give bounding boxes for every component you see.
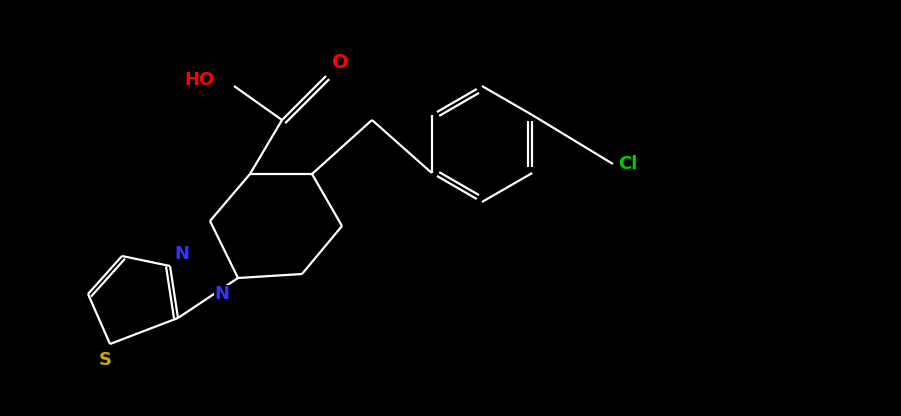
Text: N: N (175, 245, 189, 263)
Text: N: N (214, 285, 230, 303)
Text: HO: HO (185, 71, 215, 89)
Text: S: S (98, 351, 112, 369)
Text: Cl: Cl (618, 155, 638, 173)
Text: O: O (332, 52, 349, 72)
